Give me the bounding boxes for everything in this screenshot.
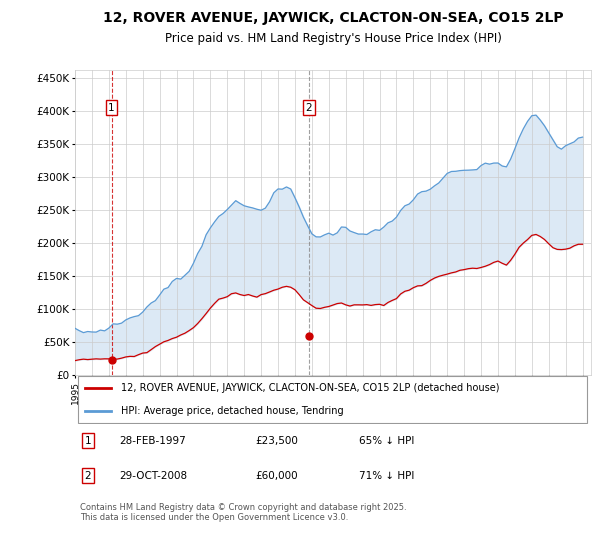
Text: 12, ROVER AVENUE, JAYWICK, CLACTON-ON-SEA, CO15 2LP (detached house): 12, ROVER AVENUE, JAYWICK, CLACTON-ON-SE…: [121, 383, 500, 393]
Text: 12, ROVER AVENUE, JAYWICK, CLACTON-ON-SEA, CO15 2LP: 12, ROVER AVENUE, JAYWICK, CLACTON-ON-SE…: [103, 11, 563, 25]
Text: 29-OCT-2008: 29-OCT-2008: [119, 471, 187, 481]
Text: 2: 2: [305, 102, 312, 113]
Text: £23,500: £23,500: [256, 436, 298, 446]
Text: 65% ↓ HPI: 65% ↓ HPI: [359, 436, 414, 446]
Text: 1: 1: [85, 436, 91, 446]
FancyBboxPatch shape: [77, 376, 587, 423]
Text: HPI: Average price, detached house, Tendring: HPI: Average price, detached house, Tend…: [121, 406, 344, 416]
Text: 2: 2: [85, 471, 91, 481]
Text: 1: 1: [108, 102, 115, 113]
Text: 28-FEB-1997: 28-FEB-1997: [119, 436, 185, 446]
Text: Contains HM Land Registry data © Crown copyright and database right 2025.
This d: Contains HM Land Registry data © Crown c…: [80, 502, 407, 522]
Text: 71% ↓ HPI: 71% ↓ HPI: [359, 471, 414, 481]
Text: £60,000: £60,000: [256, 471, 298, 481]
Text: Price paid vs. HM Land Registry's House Price Index (HPI): Price paid vs. HM Land Registry's House …: [164, 32, 502, 45]
